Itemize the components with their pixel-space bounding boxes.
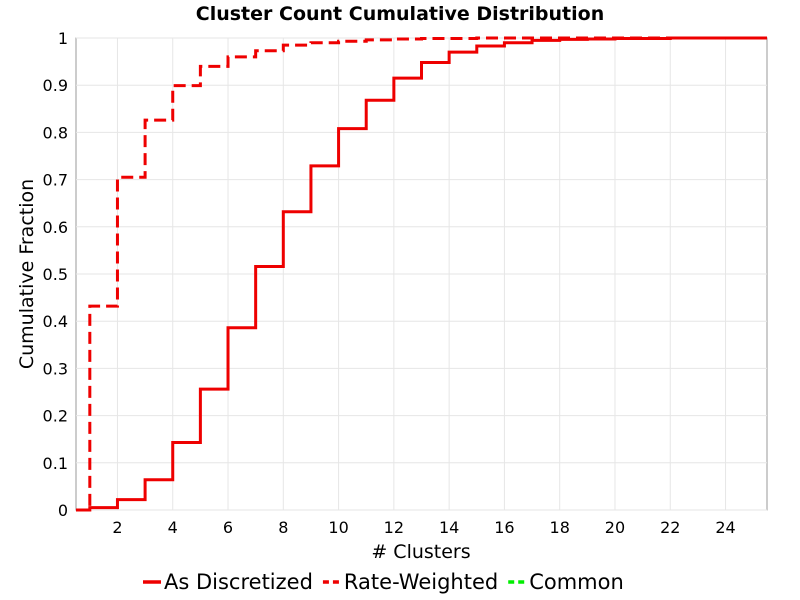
x-tick-label: 6 bbox=[223, 518, 233, 537]
series-layer bbox=[76, 36, 767, 512]
y-tick-label: 0.6 bbox=[43, 218, 68, 237]
legend: As Discretized Rate-Weighted Common bbox=[143, 570, 624, 594]
chart-title: Cluster Count Cumulative Distribution bbox=[196, 3, 604, 25]
x-tick-label: 22 bbox=[660, 518, 680, 537]
x-tick-label: 14 bbox=[439, 518, 459, 537]
series-line bbox=[76, 36, 767, 512]
legend-label: Rate-Weighted bbox=[344, 570, 498, 594]
y-tick-label: 0.4 bbox=[43, 312, 68, 331]
legend-label: Common bbox=[529, 570, 624, 594]
y-axis-label: Cumulative Fraction bbox=[16, 179, 38, 369]
x-tick-label: 8 bbox=[278, 518, 288, 537]
x-tick-label: 10 bbox=[328, 518, 348, 537]
y-tick-label: 0.3 bbox=[43, 359, 68, 378]
y-tick-label: 0.1 bbox=[43, 454, 68, 473]
x-tick-label: 24 bbox=[715, 518, 735, 537]
x-tick-labels: 2 4 6 8 10 12 14 16 18 20 22 24 bbox=[112, 518, 735, 537]
x-tick-label: 12 bbox=[384, 518, 404, 537]
x-tick-label: 2 bbox=[112, 518, 122, 537]
x-tick-label: 20 bbox=[605, 518, 625, 537]
grid-lines bbox=[76, 37, 767, 511]
y-tick-label: 0.5 bbox=[43, 265, 68, 284]
y-tick-label: 0.8 bbox=[43, 123, 68, 142]
legend-label: As Discretized bbox=[164, 570, 313, 594]
x-tick-label: 4 bbox=[168, 518, 178, 537]
y-tick-label: 0 bbox=[58, 501, 68, 520]
x-tick-label: 18 bbox=[550, 518, 570, 537]
x-axis-label: # Clusters bbox=[371, 541, 470, 563]
y-tick-label: 0.2 bbox=[43, 407, 68, 426]
x-tick-label: 16 bbox=[494, 518, 514, 537]
y-tick-label: 0.9 bbox=[43, 76, 68, 95]
y-tick-label: 1 bbox=[58, 29, 68, 48]
y-tick-label: 0.7 bbox=[43, 171, 68, 190]
y-tick-labels: 0 0.1 0.2 0.3 0.4 0.5 0.6 0.7 0.8 0.9 1 bbox=[43, 29, 68, 520]
